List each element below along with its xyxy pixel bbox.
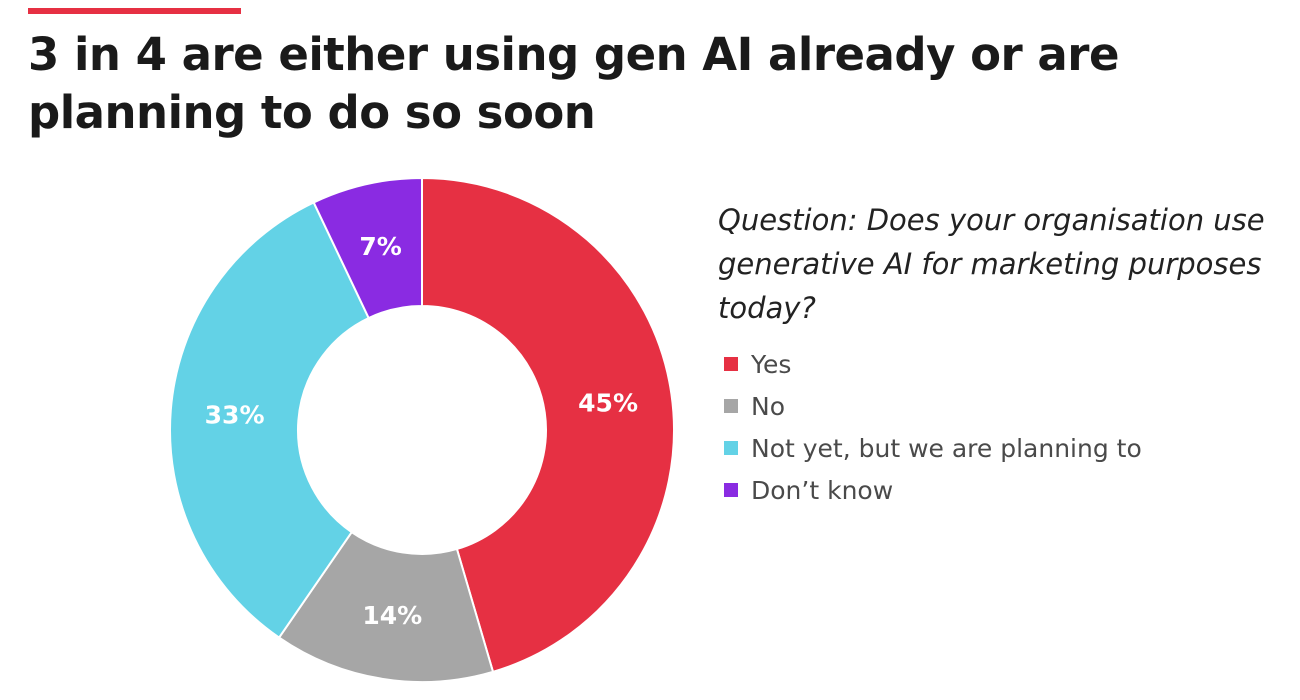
- legend-swatch: [724, 357, 738, 371]
- slice-value-label: 33%: [205, 401, 265, 430]
- accent-bar: [28, 8, 241, 14]
- slice-value-label: 7%: [359, 232, 401, 261]
- slice-not-yet-but-we-are-planning-to: [169, 201, 371, 639]
- slice-yes: [421, 176, 675, 674]
- legend-item: No: [724, 385, 1284, 427]
- chart-title: 3 in 4 are either using gen AI already o…: [28, 28, 1119, 139]
- donut-chart: 45% 14% 33% 7%: [169, 176, 675, 683]
- question-text: Question: Does your organisation use gen…: [718, 203, 1265, 325]
- slice-value-label: 45%: [578, 389, 638, 418]
- legend-swatch: [724, 399, 738, 413]
- legend-item: Don’t know: [724, 469, 1284, 511]
- legend-item: Not yet, but we are planning to: [724, 427, 1284, 469]
- legend-swatch: [724, 483, 738, 497]
- legend-swatch: [724, 441, 738, 455]
- slice-value-label: 14%: [362, 601, 422, 630]
- legend-label: Yes: [751, 349, 792, 379]
- legend-label: Don’t know: [751, 475, 894, 505]
- legend: Yes No Not yet, but we are planning to Don’…: [724, 343, 1284, 511]
- legend-label: No: [751, 391, 785, 421]
- slice-no: [277, 530, 495, 683]
- legend-item: Yes: [724, 343, 1284, 385]
- legend-label: Not yet, but we are planning to: [751, 433, 1142, 463]
- slice-don-t-know: [312, 176, 423, 320]
